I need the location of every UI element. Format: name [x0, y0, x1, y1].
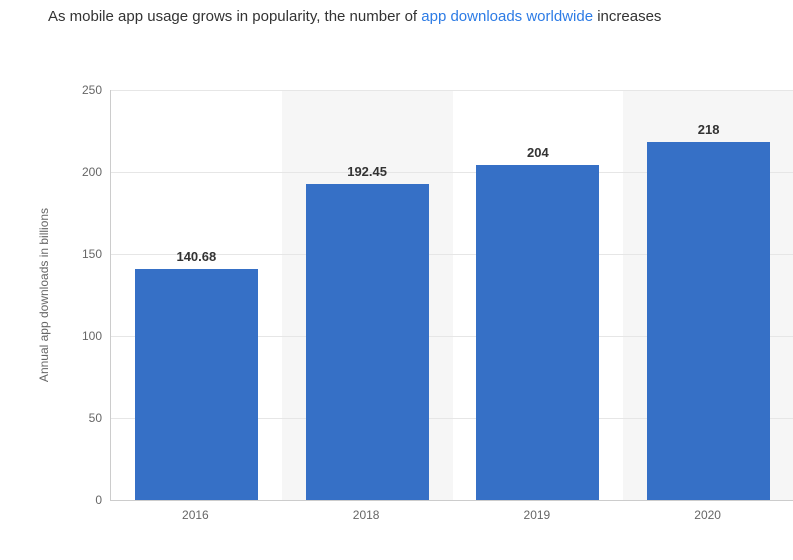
xtick-label: 2020 — [694, 508, 721, 522]
yaxis-title: Annual app downloads in billions — [37, 208, 51, 382]
chart-container: Annual app downloads in billions 140.681… — [40, 70, 793, 560]
ytick-label: 50 — [42, 411, 102, 425]
ytick-label: 100 — [42, 329, 102, 343]
bar: 140.68 — [135, 269, 258, 500]
plot-area: 140.68 192.45 204 218 — [110, 90, 793, 501]
ytick-label: 0 — [42, 493, 102, 507]
xtick-label: 2018 — [353, 508, 380, 522]
gridline — [111, 90, 793, 91]
bar-value-label: 192.45 — [306, 164, 429, 179]
bar-value-label: 204 — [476, 145, 599, 160]
intro-prefix: As mobile app usage grows in popularity,… — [48, 8, 421, 25]
ytick-label: 150 — [42, 247, 102, 261]
bar: 218 — [647, 142, 770, 500]
intro-text: As mobile app usage grows in popularity,… — [48, 8, 661, 25]
bar-value-label: 218 — [647, 122, 770, 137]
xtick-label: 2016 — [182, 508, 209, 522]
ytick-label: 250 — [42, 83, 102, 97]
ytick-label: 200 — [42, 165, 102, 179]
intro-link[interactable]: app downloads worldwide — [421, 8, 593, 25]
xtick-label: 2019 — [524, 508, 551, 522]
intro-suffix: increases — [593, 8, 661, 25]
bar: 192.45 — [306, 184, 429, 500]
bar: 204 — [476, 165, 599, 500]
bar-value-label: 140.68 — [135, 249, 258, 264]
